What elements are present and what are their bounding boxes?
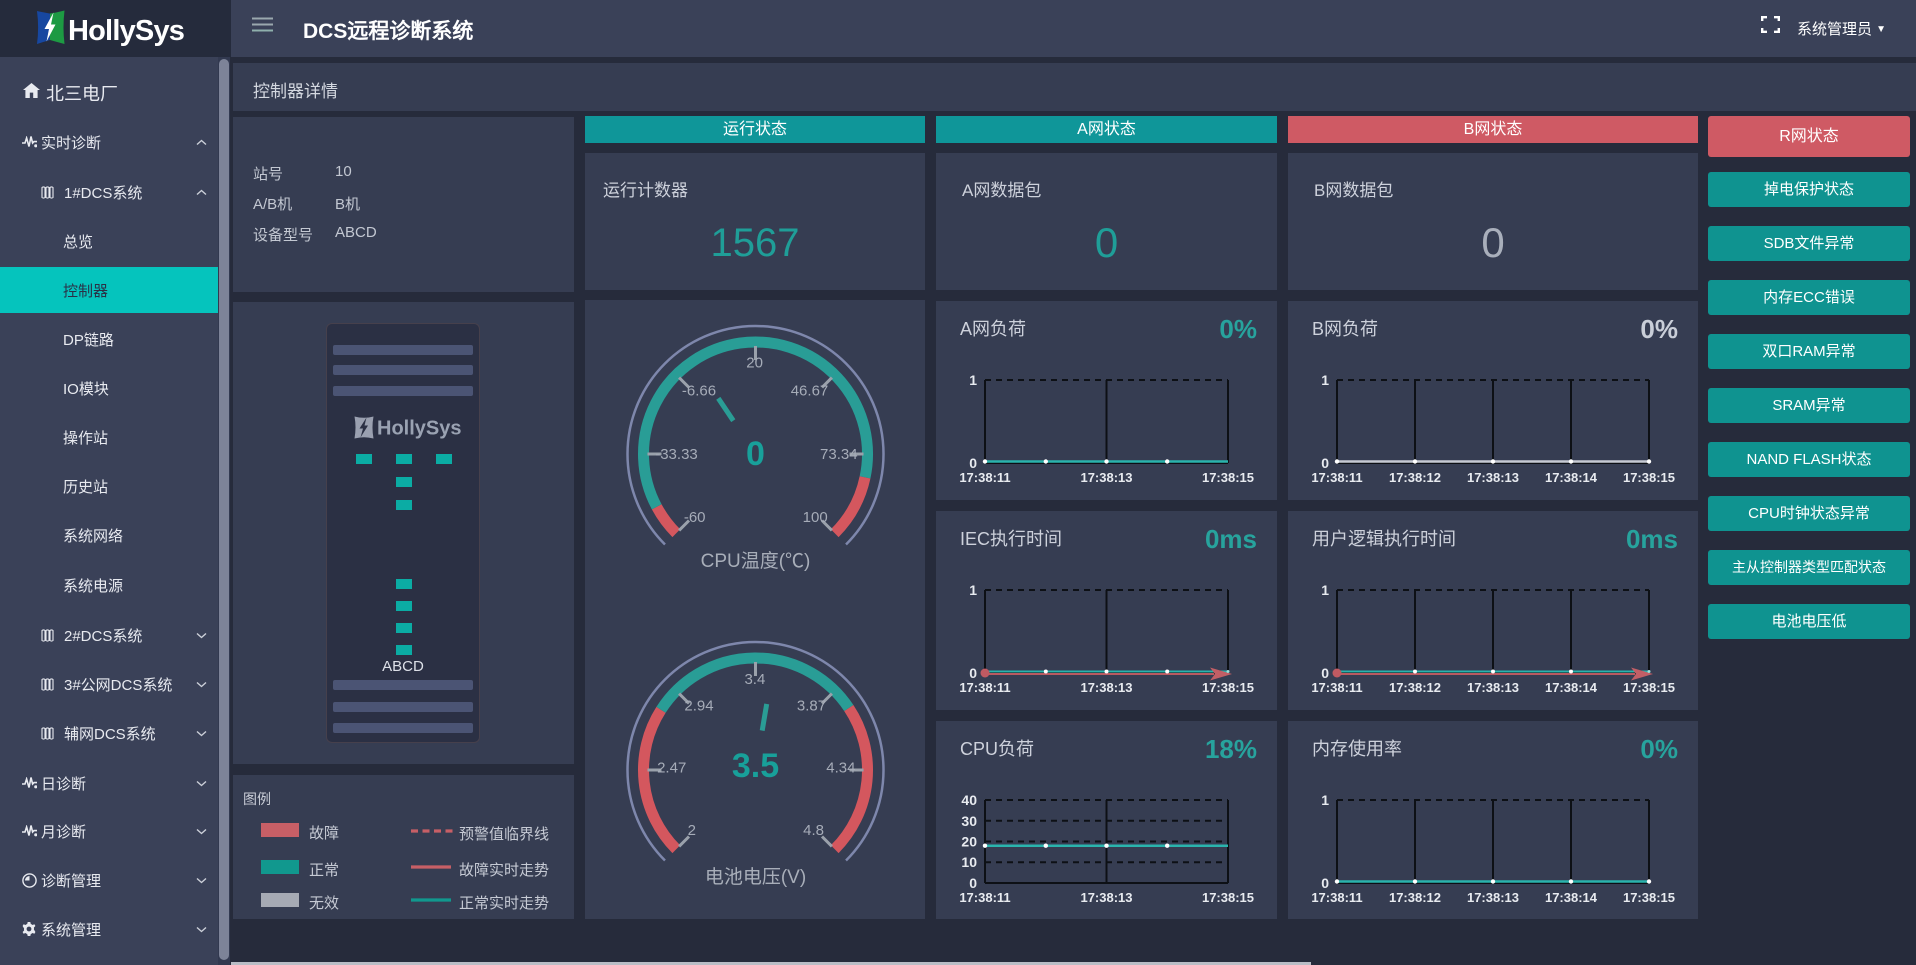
- svg-text:17:38:15: 17:38:15: [1202, 890, 1254, 905]
- svg-text:用户逻辑执行时间: 用户逻辑执行时间: [1312, 529, 1456, 549]
- svg-text:17:38:14: 17:38:14: [1545, 470, 1598, 485]
- svg-text:0: 0: [1321, 875, 1329, 891]
- svg-text:-60: -60: [684, 509, 706, 526]
- svg-text:0ms: 0ms: [1626, 524, 1678, 554]
- svg-text:0ms: 0ms: [1205, 524, 1257, 554]
- svg-text:17:38:11: 17:38:11: [959, 890, 1010, 905]
- svg-text:1: 1: [1321, 582, 1329, 598]
- svg-text:0%: 0%: [1640, 314, 1678, 344]
- svg-text:17:38:15: 17:38:15: [1202, 680, 1254, 695]
- svg-text:0: 0: [746, 435, 765, 473]
- svg-text:0: 0: [1321, 455, 1329, 471]
- svg-text:电池电压(V): 电池电压(V): [705, 866, 806, 888]
- svg-text:40: 40: [961, 792, 977, 808]
- svg-text:17:38:15: 17:38:15: [1623, 890, 1675, 905]
- svg-text:17:38:11: 17:38:11: [1311, 470, 1362, 485]
- svg-text:17:38:13: 17:38:13: [1467, 890, 1519, 905]
- svg-text:0: 0: [969, 665, 977, 681]
- svg-text:17:38:15: 17:38:15: [1623, 680, 1675, 695]
- svg-text:3.4: 3.4: [744, 671, 765, 688]
- svg-text:CPU负荷: CPU负荷: [960, 739, 1034, 759]
- svg-text:IEC执行时间: IEC执行时间: [960, 529, 1062, 549]
- svg-text:17:38:12: 17:38:12: [1389, 680, 1441, 695]
- svg-text:B网负荷: B网负荷: [1312, 319, 1378, 339]
- svg-text:73.34: 73.34: [820, 446, 858, 463]
- svg-text:17:38:13: 17:38:13: [1080, 680, 1132, 695]
- svg-text:10: 10: [961, 854, 977, 870]
- svg-text:30: 30: [961, 813, 977, 829]
- svg-text:18%: 18%: [1205, 734, 1257, 764]
- svg-text:0%: 0%: [1640, 734, 1678, 764]
- svg-text:1: 1: [969, 372, 977, 388]
- svg-text:0: 0: [969, 875, 977, 891]
- svg-text:0: 0: [969, 455, 977, 471]
- svg-text:17:38:15: 17:38:15: [1623, 470, 1675, 485]
- svg-text:17:38:14: 17:38:14: [1545, 680, 1598, 695]
- svg-text:1: 1: [969, 582, 977, 598]
- svg-text:17:38:11: 17:38:11: [959, 470, 1010, 485]
- svg-text:4.34: 4.34: [826, 760, 855, 777]
- svg-text:内存使用率: 内存使用率: [1312, 739, 1402, 759]
- svg-text:17:38:15: 17:38:15: [1202, 470, 1254, 485]
- svg-text:17:38:11: 17:38:11: [1311, 680, 1362, 695]
- svg-text:CPU温度(℃): CPU温度(℃): [701, 550, 811, 572]
- svg-text:100: 100: [803, 509, 828, 526]
- svg-text:2.47: 2.47: [657, 760, 686, 777]
- svg-text:0: 0: [1321, 665, 1329, 681]
- svg-text:1: 1: [1321, 372, 1329, 388]
- svg-text:3.87: 3.87: [797, 697, 826, 714]
- svg-text:3.5: 3.5: [732, 747, 779, 785]
- svg-text:17:38:13: 17:38:13: [1467, 470, 1519, 485]
- svg-text:20: 20: [746, 355, 763, 372]
- svg-text:20: 20: [961, 834, 977, 850]
- svg-text:2.94: 2.94: [684, 697, 713, 714]
- svg-text:17:38:13: 17:38:13: [1080, 890, 1132, 905]
- svg-text:17:38:14: 17:38:14: [1545, 890, 1598, 905]
- svg-text:17:38:13: 17:38:13: [1467, 680, 1519, 695]
- svg-text:1: 1: [1321, 792, 1329, 808]
- svg-text:17:38:13: 17:38:13: [1080, 470, 1132, 485]
- svg-text:-6.66: -6.66: [682, 383, 716, 400]
- svg-text:HollySys: HollySys: [68, 15, 184, 47]
- svg-text:17:38:11: 17:38:11: [959, 680, 1010, 695]
- svg-text:A网负荷: A网负荷: [960, 319, 1026, 339]
- svg-text:-33.33: -33.33: [655, 446, 698, 463]
- svg-text:HollySys: HollySys: [377, 418, 461, 440]
- svg-text:17:38:12: 17:38:12: [1389, 890, 1441, 905]
- svg-text:17:38:12: 17:38:12: [1389, 470, 1441, 485]
- svg-text:17:38:11: 17:38:11: [1311, 890, 1362, 905]
- svg-text:4.8: 4.8: [803, 822, 824, 839]
- svg-text:46.67: 46.67: [791, 383, 829, 400]
- svg-text:0%: 0%: [1219, 314, 1257, 344]
- svg-text:2: 2: [688, 822, 696, 839]
